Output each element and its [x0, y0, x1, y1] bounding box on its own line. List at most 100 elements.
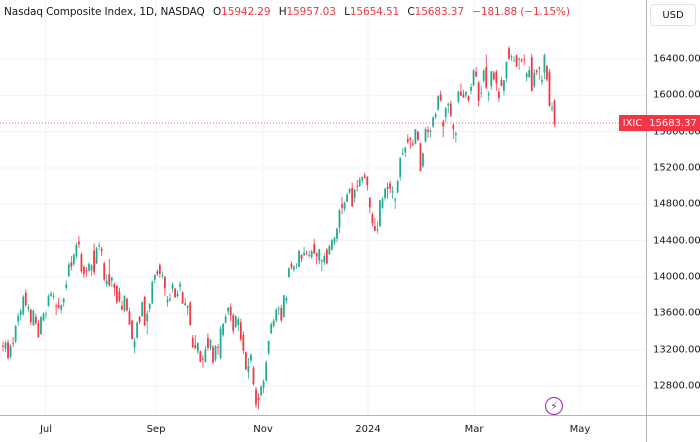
- candle-body: [528, 70, 531, 78]
- candle-body: [207, 337, 209, 348]
- candle: [32, 309, 35, 326]
- candle-body: [189, 302, 192, 326]
- candle: [310, 249, 313, 259]
- currency-button[interactable]: USD: [650, 4, 696, 26]
- candle-body: [252, 367, 255, 384]
- candle: [338, 208, 341, 234]
- candle: [70, 256, 73, 271]
- candle: [217, 344, 219, 356]
- candle: [252, 365, 255, 386]
- candle-body: [277, 308, 280, 310]
- candle-body: [115, 286, 118, 303]
- candle-body: [118, 291, 121, 301]
- candle-body: [470, 86, 472, 91]
- candle-body: [434, 114, 437, 118]
- candle-body: [47, 296, 50, 306]
- candle-body: [482, 70, 485, 81]
- candle-body: [358, 179, 361, 187]
- candle: [374, 217, 376, 232]
- candle: [313, 238, 316, 255]
- candle: [308, 250, 311, 258]
- candle: [131, 319, 133, 340]
- candle-body: [191, 337, 194, 348]
- candle: [427, 126, 429, 138]
- candle: [457, 90, 460, 104]
- lightning-bolt-icon[interactable]: ⚡︎: [545, 397, 563, 415]
- time-tick-label: Sep: [146, 424, 166, 435]
- candle-body: [513, 60, 515, 62]
- candle-body: [60, 305, 63, 310]
- candle: [100, 246, 103, 257]
- candle: [490, 70, 493, 90]
- candle: [161, 271, 164, 279]
- symbol-title[interactable]: Nasdaq Composite Index, 1D, NASDAQ: [4, 6, 205, 18]
- candle-body: [530, 57, 533, 91]
- candle-body: [229, 306, 232, 316]
- candle-body: [209, 339, 212, 348]
- candle-body: [485, 67, 488, 88]
- candle: [128, 307, 131, 326]
- candle-body: [439, 94, 442, 101]
- candle: [126, 297, 128, 312]
- candle-body: [80, 254, 83, 272]
- candle: [351, 182, 354, 208]
- candle-body: [389, 183, 391, 189]
- candle: [533, 68, 536, 89]
- candle: [83, 265, 85, 278]
- candle: [419, 142, 422, 172]
- candle-body: [151, 282, 154, 304]
- candle-body: [153, 275, 156, 280]
- price-tick-label: 12800.00: [653, 380, 700, 392]
- candle: [452, 123, 455, 139]
- candle: [67, 262, 70, 277]
- candle: [495, 69, 498, 91]
- candle-body: [262, 381, 265, 388]
- price-tick-label: 15600.00: [653, 126, 700, 138]
- candle-body: [538, 67, 541, 69]
- candle-body: [282, 295, 285, 317]
- candle: [80, 252, 83, 274]
- candle-body: [22, 296, 25, 315]
- candle-body: [72, 254, 75, 265]
- candle: [103, 261, 106, 282]
- candle-body: [449, 103, 452, 116]
- candle: [257, 393, 260, 410]
- candle: [88, 262, 90, 273]
- candle-body: [518, 59, 521, 60]
- candle-body: [454, 133, 457, 136]
- candle-body: [535, 70, 538, 73]
- candle: [115, 285, 118, 305]
- time-tick-label: Jul: [39, 424, 53, 435]
- candle-body: [123, 296, 126, 311]
- candle-body: [391, 191, 394, 193]
- candle: [22, 295, 25, 316]
- candle-body: [9, 346, 12, 357]
- candle: [250, 353, 252, 364]
- candle-body: [217, 346, 219, 348]
- change-value: −181.88 (−1.15%): [472, 6, 570, 18]
- candle: [2, 341, 4, 352]
- candle-body: [146, 314, 149, 322]
- candle: [45, 311, 47, 319]
- candle: [153, 274, 156, 284]
- candle-body: [255, 389, 257, 405]
- candle-body: [166, 299, 169, 303]
- candle-body: [480, 92, 483, 94]
- candle-body: [143, 296, 146, 326]
- candle-body: [219, 328, 222, 358]
- candle: [432, 116, 434, 129]
- candle-body: [366, 177, 369, 186]
- candle: [27, 304, 30, 313]
- candle: [492, 70, 495, 81]
- candle: [260, 384, 262, 397]
- candle-body: [444, 108, 447, 118]
- candle: [110, 276, 113, 287]
- candle-body: [460, 91, 462, 96]
- candle-body: [386, 187, 389, 189]
- candle: [510, 54, 513, 61]
- candle: [247, 357, 250, 379]
- candle: [467, 95, 470, 103]
- candle: [52, 292, 55, 300]
- candle: [449, 100, 452, 118]
